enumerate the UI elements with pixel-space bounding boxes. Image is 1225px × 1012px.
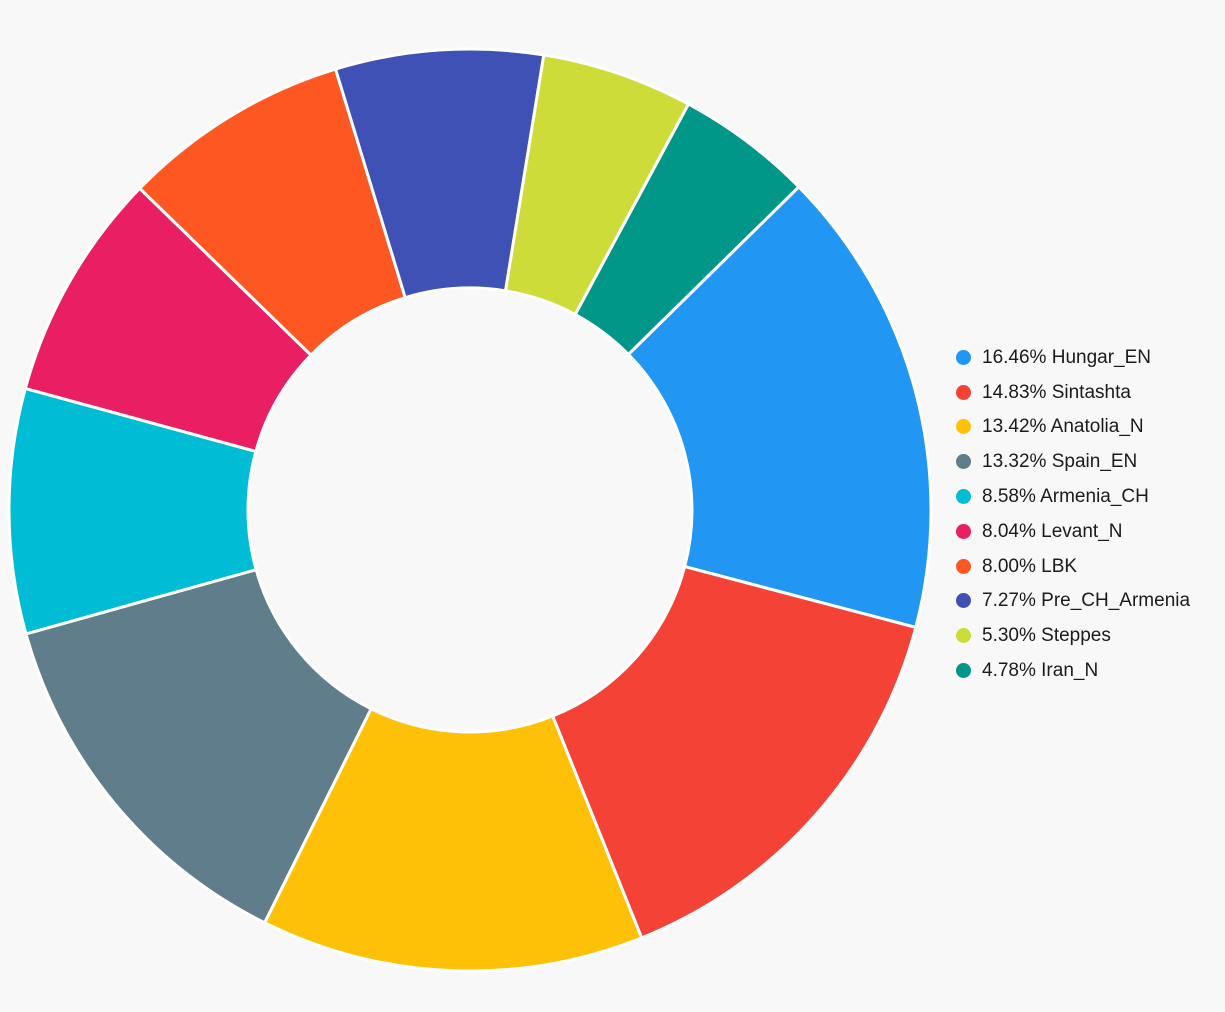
slice-spain-en[interactable]	[24, 567, 374, 925]
slice-iran-n[interactable]	[573, 102, 801, 357]
legend-swatch-icon	[956, 384, 971, 400]
slice-sintashta[interactable]	[550, 564, 918, 940]
legend-item-steppes: 5.30% Steppes	[956, 618, 1190, 653]
legend-label: 13.32% Spain_EN	[982, 451, 1138, 473]
legend-label: 16.46% Hungar_EN	[982, 346, 1151, 368]
legend-swatch-icon	[956, 663, 971, 679]
legend-item-anatolia-n: 13.42% Anatolia_N	[956, 410, 1190, 445]
legend-item-iran-n: 4.78% Iran_N	[956, 653, 1190, 688]
legend-label: 8.58% Armenia_CH	[982, 486, 1149, 508]
legend-label: 13.42% Anatolia_N	[982, 416, 1144, 438]
legend-label: 4.78% Iran_N	[982, 660, 1099, 682]
slice-hungar-en[interactable]	[626, 184, 933, 630]
legend-label: 7.27% Pre_CH_Armenia	[982, 590, 1191, 612]
legend-item-pre-ch-armenia: 7.27% Pre_CH_Armenia	[956, 584, 1190, 619]
legend-swatch-icon	[956, 558, 971, 574]
legend-swatch-icon	[956, 489, 971, 505]
legend-swatch-icon	[956, 454, 971, 470]
legend-label: 14.83% Sintashta	[982, 381, 1131, 403]
legend-label: 8.04% Levant_N	[982, 520, 1123, 542]
chart-legend: 16.46% Hungar_EN 14.83% Sintashta 13.42% A…	[956, 340, 1190, 688]
legend-item-levant-n: 8.04% Levant_N	[956, 514, 1190, 549]
legend-swatch-icon	[956, 628, 971, 644]
legend-item-spain-en: 13.32% Spain_EN	[956, 444, 1190, 479]
legend-item-armenia-ch: 8.58% Armenia_CH	[956, 479, 1190, 514]
legend-swatch-icon	[956, 593, 971, 609]
legend-swatch-icon	[956, 419, 971, 435]
legend-swatch-icon	[956, 349, 971, 365]
legend-item-hungar-en: 16.46% Hungar_EN	[956, 340, 1190, 375]
legend-item-lbk: 8.00% LBK	[956, 549, 1190, 584]
legend-label: 5.30% Steppes	[982, 625, 1111, 647]
legend-label: 8.00% LBK	[982, 555, 1078, 577]
legend-swatch-icon	[956, 523, 971, 539]
slice-anatolia-n[interactable]	[262, 706, 644, 973]
legend-item-sintashta: 14.83% Sintashta	[956, 375, 1190, 410]
